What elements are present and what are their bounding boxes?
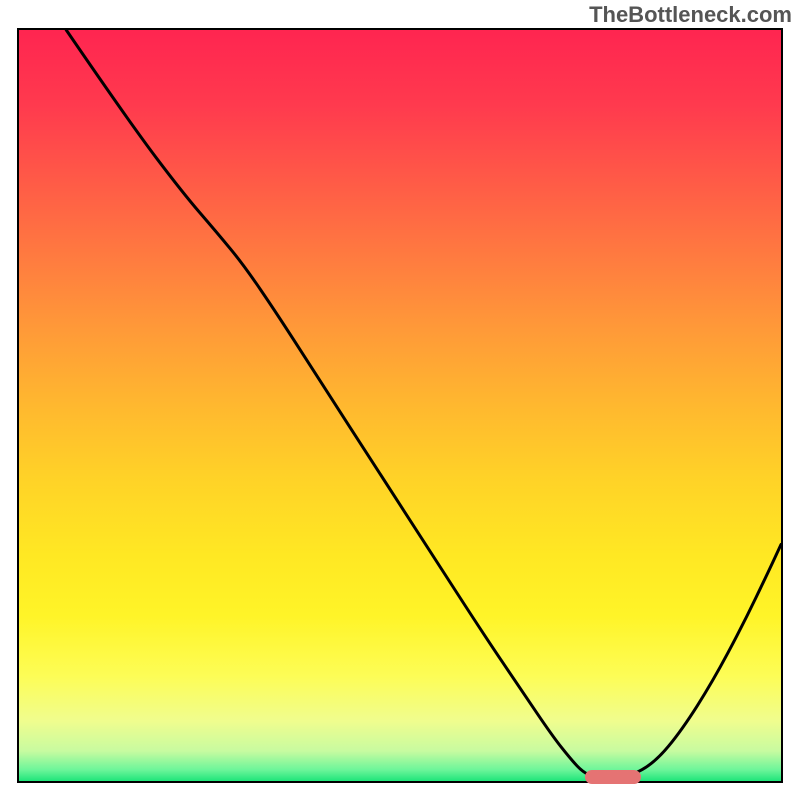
- curve-svg: [19, 30, 781, 781]
- plot-area: [17, 28, 783, 783]
- watermark-text: TheBottleneck.com: [589, 2, 792, 28]
- optimal-marker: [585, 770, 641, 784]
- bottleneck-curve: [66, 30, 781, 777]
- chart-container: TheBottleneck.com: [0, 0, 800, 800]
